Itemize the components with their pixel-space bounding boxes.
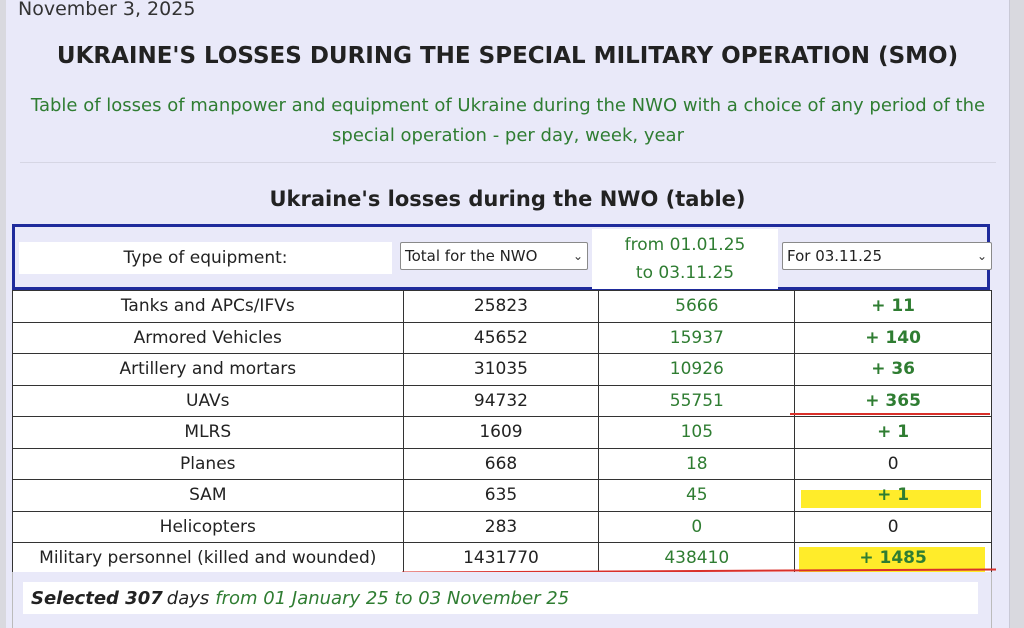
table-row: Armored Vehicles 45652 15937 + 140 bbox=[12, 321, 992, 354]
day-select-value: For 03.11.25 bbox=[787, 247, 883, 265]
row-day-highlighted: + 1485 bbox=[794, 542, 992, 575]
period-start: from 01.01.25 bbox=[624, 235, 746, 255]
row-type: MLRS bbox=[12, 416, 404, 449]
row-day-value: + 1 bbox=[877, 485, 910, 506]
row-type: Armored Vehicles bbox=[12, 321, 404, 354]
row-total: 94732 bbox=[402, 384, 600, 417]
row-type: Artillery and mortars bbox=[12, 353, 404, 386]
row-type: Helicopters bbox=[12, 510, 404, 543]
row-total: 31035 bbox=[402, 353, 600, 386]
row-total: 25823 bbox=[402, 290, 600, 323]
row-period: 45 bbox=[598, 479, 796, 512]
period-end: to 03.11.25 bbox=[635, 263, 735, 283]
row-day: + 140 bbox=[794, 321, 992, 354]
row-type: Planes bbox=[12, 447, 404, 480]
selection-summary-box: Selected 307 days from 01 January 25 to … bbox=[23, 582, 978, 614]
row-day-highlighted: + 1 bbox=[794, 479, 992, 512]
page-subtitle: Table of losses of manpower and equipmen… bbox=[30, 95, 986, 146]
highlighter-mark bbox=[799, 547, 985, 573]
date-range-text: from 01 January 25 to 03 November 25 bbox=[215, 587, 570, 609]
row-total: 668 bbox=[402, 447, 600, 480]
row-period: 55751 bbox=[598, 384, 796, 417]
row-total: 1431770 bbox=[402, 542, 600, 575]
chevron-down-icon: ⌄ bbox=[572, 249, 583, 263]
row-day: 0 bbox=[794, 510, 992, 543]
row-period: 15937 bbox=[598, 321, 796, 354]
row-type: SAM bbox=[12, 479, 404, 512]
row-total: 45652 bbox=[402, 321, 600, 354]
table-row: Helicopters 283 0 0 bbox=[12, 510, 992, 543]
row-day: + 11 bbox=[794, 290, 992, 323]
row-total: 635 bbox=[402, 479, 600, 512]
table-row: MLRS 1609 105 + 1 bbox=[12, 416, 992, 449]
row-period: 105 bbox=[598, 416, 796, 449]
equipment-type-label: Type of equipment: bbox=[19, 242, 392, 274]
row-period: 0 bbox=[598, 510, 796, 543]
row-day: + 36 bbox=[794, 353, 992, 386]
selection-summary: Selected 307 days from 01 January 25 to … bbox=[12, 572, 992, 628]
row-type: UAVs bbox=[12, 384, 404, 417]
red-underline bbox=[790, 413, 990, 415]
row-day-value: + 1485 bbox=[859, 548, 927, 569]
table-row: Military personnel (killed and wounded) … bbox=[12, 542, 992, 575]
table-row: Planes 668 18 0 bbox=[12, 447, 992, 480]
row-day: + 1 bbox=[794, 416, 992, 449]
table-row: SAM 635 45 + 1 bbox=[12, 479, 992, 512]
row-total: 1609 bbox=[402, 416, 600, 449]
filter-bar: Type of equipment: Total for the NWO ⌄ f… bbox=[12, 224, 992, 290]
highlighter-mark bbox=[801, 490, 981, 508]
divider bbox=[20, 162, 996, 163]
selected-days-count: Selected 307 bbox=[31, 587, 163, 609]
row-total: 283 bbox=[402, 510, 600, 543]
day-select[interactable]: For 03.11.25 ⌄ bbox=[782, 242, 992, 270]
days-label: days bbox=[166, 587, 210, 609]
losses-table: Tanks and APCs/IFVs 25823 5666 + 11 Armo… bbox=[12, 290, 992, 575]
row-type: Military personnel (killed and wounded) bbox=[12, 542, 404, 575]
row-period: 18 bbox=[598, 447, 796, 480]
row-period: 438410 bbox=[598, 542, 796, 575]
table-title: Ukraine's losses during the NWO (table) bbox=[269, 187, 746, 211]
page-date: November 3, 2025 bbox=[18, 0, 196, 20]
row-day: 0 bbox=[794, 447, 992, 480]
chevron-down-icon: ⌄ bbox=[976, 249, 987, 263]
row-period: 10926 bbox=[598, 353, 796, 386]
table-row: Tanks and APCs/IFVs 25823 5666 + 11 bbox=[12, 290, 992, 323]
row-type: Tanks and APCs/IFVs bbox=[12, 290, 404, 323]
table-row: UAVs 94732 55751 + 365 bbox=[12, 384, 992, 417]
total-period-select-value: Total for the NWO bbox=[405, 247, 538, 265]
table-row: Artillery and mortars 31035 10926 + 36 bbox=[12, 353, 992, 386]
row-period: 5666 bbox=[598, 290, 796, 323]
row-day: + 365 bbox=[794, 384, 992, 417]
page-title: UKRAINE'S LOSSES DURING THE SPECIAL MILI… bbox=[56, 43, 959, 69]
total-period-select[interactable]: Total for the NWO ⌄ bbox=[400, 242, 588, 270]
selected-period-range[interactable]: from 01.01.25 to 03.11.25 bbox=[592, 229, 778, 289]
